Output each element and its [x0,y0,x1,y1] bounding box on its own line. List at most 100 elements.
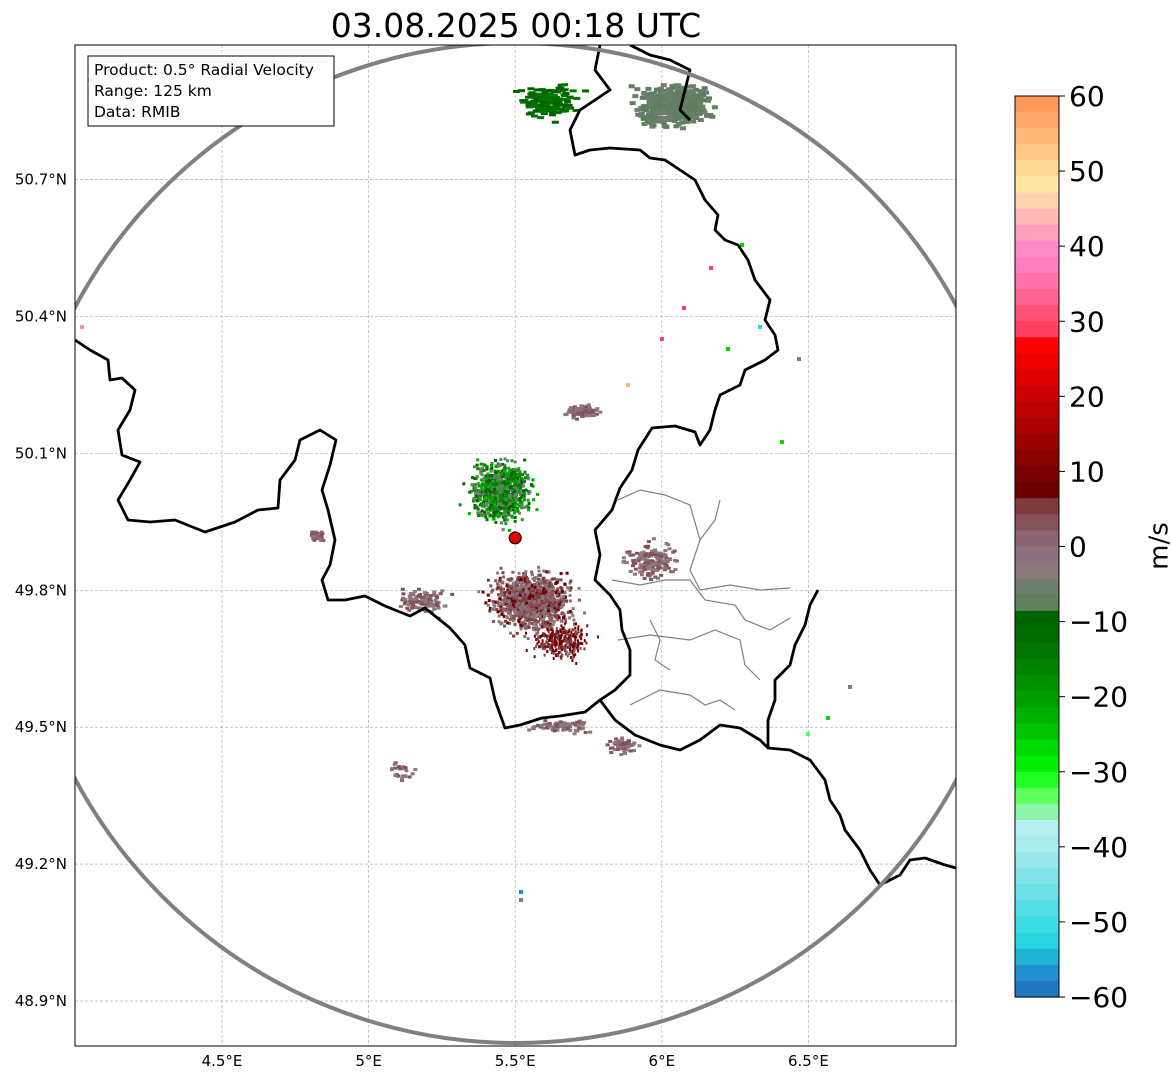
radar-site-marker[interactable] [508,531,522,545]
colorbar-band [1015,385,1059,403]
colorbar-band [1015,369,1059,387]
colorbar-band [1015,691,1059,708]
colorbar-band [1015,948,1059,966]
colorbar-band [1015,820,1059,837]
lat-tick-label: 50.4°N [15,308,67,326]
colorbar-band [1015,578,1059,596]
colorbar-tick-label: 60 [1069,80,1105,113]
colorbar-band [1015,739,1059,757]
country-borders [75,45,956,887]
map-frame [74,44,957,1047]
colorbar-label: m/s [1145,522,1171,570]
lat-tick-label: 49.2°N [15,855,67,873]
colorbar-band [1015,272,1059,290]
lat-tick-label: 50.7°N [15,171,67,189]
colorbar-ticks: 60 50 40 30 20 10 0 −10 −20 −30 −40 −50 −60 [1059,80,1128,1014]
colorbar-band [1015,964,1059,982]
colorbar-band [1015,675,1059,692]
info-product: Product: 0.5° Radial Velocity [94,61,314,79]
colorbar-tick-label: −20 [1069,681,1128,714]
colorbar-band [1015,546,1059,564]
colorbar-band [1015,562,1059,580]
lat-tick-label: 50.1°N [15,444,67,462]
lon-tick-label: 5.5°E [495,1052,536,1070]
colorbar-tick-label: 0 [1069,531,1087,564]
colorbar-tick-label: 20 [1069,380,1105,413]
colorbar-band [1015,321,1059,338]
lon-tick-label: 6.5°E [788,1052,829,1070]
colorbar-tick-label: 10 [1069,455,1105,488]
colorbar-band [1015,433,1059,451]
colorbar-band [1015,192,1059,210]
map-area [75,45,956,1046]
colorbar-band [1015,868,1059,885]
colorbar-bands [1015,96,1059,998]
colorbar-band [1015,305,1059,322]
colorbar-band [1015,160,1059,178]
colorbar-tick-label: 40 [1069,230,1105,263]
colorbar-band [1015,852,1059,869]
province-borders [611,489,791,711]
lat-tick-label: 48.9°N [15,992,67,1010]
colorbar-band [1015,594,1059,612]
colorbar-tick-label: −30 [1069,756,1128,789]
colorbar-band [1015,449,1059,467]
colorbar-band [1015,128,1059,145]
longitude-labels: 4.5°E 5°E 5.5°E 6°E 6.5°E [202,1052,829,1070]
colorbar-band [1015,482,1059,499]
colorbar-band [1015,755,1059,773]
colorbar-band [1015,916,1059,934]
colorbar-band [1015,643,1059,660]
colorbar-band [1015,787,1059,805]
colorbar-band [1015,514,1059,532]
colorbar-band [1015,803,1059,821]
map-title: 03.08.2025 00:18 UTC [331,6,701,45]
info-range: Range: 125 km [94,82,212,100]
colorbar-band [1015,240,1059,258]
colorbar-band [1015,659,1059,676]
lon-tick-label: 6°E [649,1052,676,1070]
colorbar-band [1015,401,1059,419]
colorbar-band [1015,932,1059,950]
colorbar-band [1015,466,1059,483]
colorbar-band [1015,224,1059,242]
colorbar-tick-label: −60 [1069,981,1128,1014]
lon-tick-label: 4.5°E [202,1052,243,1070]
colorbar-tick-label: 30 [1069,305,1105,338]
colorbar-band [1015,771,1059,789]
colorbar-band [1015,417,1059,435]
colorbar-band [1015,96,1059,113]
colorbar-band [1015,530,1059,548]
colorbar-tick-label: −10 [1069,606,1128,639]
lat-tick-label: 49.5°N [15,718,67,736]
colorbar-band [1015,723,1059,741]
radar-echoes [80,83,852,902]
colorbar-band [1015,353,1059,371]
colorbar-band [1015,884,1059,902]
colorbar-band [1015,498,1059,515]
colorbar-band [1015,289,1059,306]
colorbar-tick-label: −50 [1069,906,1128,939]
colorbar-band [1015,144,1059,161]
colorbar-band [1015,980,1059,998]
info-box: Product: 0.5° Radial Velocity Range: 125… [87,55,335,127]
colorbar-band [1015,610,1059,628]
colorbar-band [1015,900,1059,918]
colorbar-band [1015,176,1059,194]
colorbar-band [1015,626,1059,644]
colorbar-tick-label: −40 [1069,831,1128,864]
info-data-source: Data: RMIB [94,103,181,121]
lon-tick-label: 5°E [355,1052,382,1070]
colorbar-band [1015,256,1059,274]
colorbar-band [1015,707,1059,725]
lat-tick-label: 49.8°N [15,581,67,599]
latitude-labels: 48.9°N 49.2°N 49.5°N 49.8°N 50.1°N 50.4°N 50.7… [15,171,67,1010]
colorbar-band [1015,337,1059,355]
colorbar-band [1015,208,1059,226]
range-ring [75,45,956,1045]
colorbar-band [1015,112,1059,129]
colorbar-band [1015,836,1059,853]
colorbar: 60 50 40 30 20 10 0 −10 −20 −30 −40 −50 −60 m/s [1014,80,1171,1014]
colorbar-tick-label: 50 [1069,155,1105,188]
